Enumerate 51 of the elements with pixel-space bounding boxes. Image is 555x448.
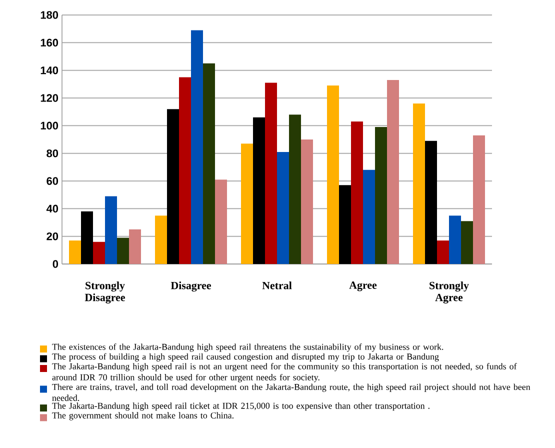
y-tick-label: 60 xyxy=(46,177,58,185)
x-tick-label: Agree xyxy=(349,282,377,292)
legend-label: The Jakarta-Bandung high speed rail is not an urgent need for the community so this transportation is not needed, so funds of around IDR 70 trillion should be used for other urgent needs for society. xyxy=(52,362,517,382)
bar xyxy=(449,216,462,264)
bar xyxy=(375,127,388,264)
bar xyxy=(105,196,117,264)
bar xyxy=(461,221,474,264)
x-tick-label: Disagree xyxy=(170,282,212,292)
x-tick-label: Strongly Agree xyxy=(430,282,469,304)
y-tick-label: 100 xyxy=(40,122,58,130)
bar xyxy=(69,240,81,264)
y-tick-label: 40 xyxy=(46,204,58,213)
y-tick-label: 0 xyxy=(52,260,58,268)
bar xyxy=(277,152,290,264)
bar xyxy=(203,63,216,264)
bar xyxy=(425,140,438,264)
bar xyxy=(351,122,364,264)
legend-label: The process of building a high speed rail caused congestion and disrupted my trip to Jakarta or Bandung xyxy=(52,353,439,362)
y-tick-label: 20 xyxy=(46,232,58,240)
bar xyxy=(155,216,167,264)
bar xyxy=(301,139,314,264)
y-tick-label: 80 xyxy=(46,149,58,158)
bar xyxy=(117,238,129,264)
x-tick-label: Netral xyxy=(262,282,292,290)
bar xyxy=(167,109,179,264)
y-tick-label: 180 xyxy=(40,11,58,19)
legend-label: The existences of the Jakarta-Bandung high speed rail threatens the sustainability of my business or work. xyxy=(52,344,444,352)
bar xyxy=(327,86,340,264)
bar xyxy=(241,144,254,264)
legend-label: There are trains, travel, and toll road development on the Jakarta-Bandung route, the high speed rail project should not have been needed. xyxy=(52,384,530,402)
y-tick-label: 140 xyxy=(40,66,58,74)
bar xyxy=(191,30,204,264)
bar xyxy=(253,117,266,264)
bar xyxy=(289,114,302,264)
bar xyxy=(473,135,486,264)
bar xyxy=(265,82,278,264)
bar xyxy=(129,229,141,264)
y-tick-label: 160 xyxy=(40,38,58,47)
bar xyxy=(339,185,352,264)
legend-label: The Jakarta-Bandung high speed rail ticket at IDR 215,000 is too expensive than other transportation . xyxy=(52,402,430,411)
bar xyxy=(387,80,400,264)
x-tick-label: Strongly Disagree xyxy=(84,282,126,304)
bar xyxy=(179,77,191,264)
legend-label: The government should not make loans to China. xyxy=(52,412,234,420)
bar xyxy=(413,104,426,264)
bar xyxy=(81,211,93,264)
y-tick-label: 120 xyxy=(40,94,58,102)
bar xyxy=(93,242,105,264)
bar xyxy=(215,180,228,264)
bar xyxy=(437,240,450,264)
bar xyxy=(363,170,376,264)
